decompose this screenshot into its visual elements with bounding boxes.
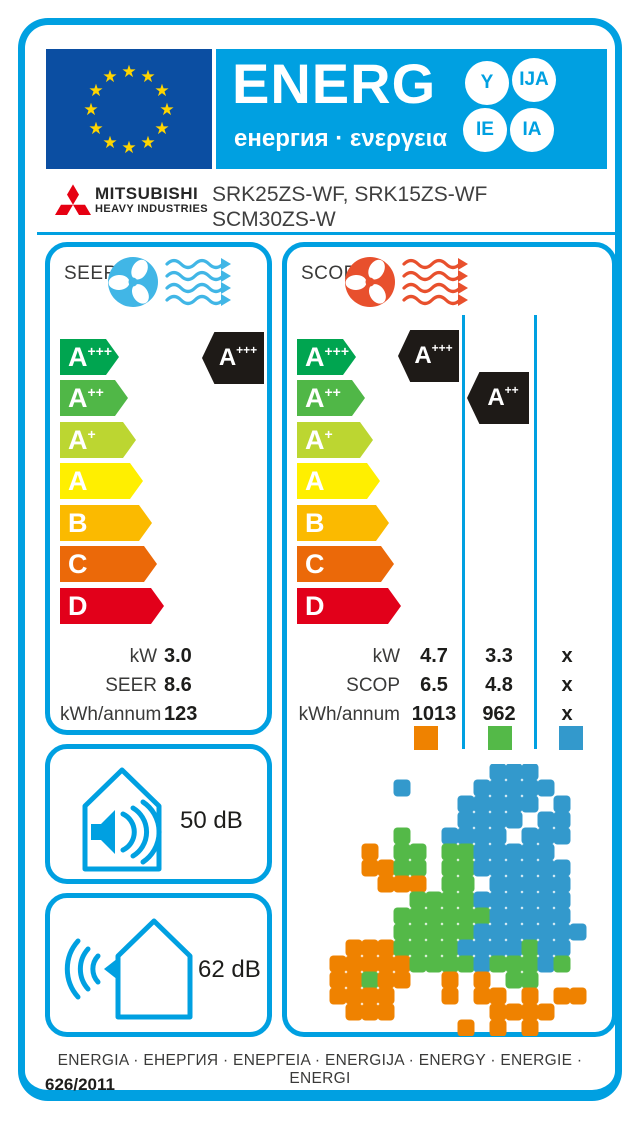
zone-color-swatch-average — [488, 726, 512, 750]
scop-kw-warmer: 4.7 — [420, 645, 448, 667]
svg-text:★: ★ — [154, 119, 169, 139]
heating-fan-icon — [345, 257, 468, 307]
svg-text:★: ★ — [121, 62, 136, 82]
zone-divider-average-colder — [534, 315, 537, 749]
seer-kw-label: kW — [129, 645, 157, 667]
svg-text:★: ★ — [140, 133, 155, 153]
language-suffix-ia: IA — [510, 108, 554, 152]
energy-class-arrow-c: C — [297, 546, 394, 582]
footer-energy-words: ENERGIA · ЕНЕРГИЯ · ΕΝΕΡΓΕΙΑ · ENERGIJA … — [57, 1052, 583, 1087]
svg-text:★: ★ — [88, 81, 103, 101]
svg-text:★: ★ — [154, 81, 169, 101]
scop-scop-label: SCOP — [346, 674, 400, 696]
scop-rating-marker-average: A++ — [467, 372, 529, 424]
scop-scop-warmer: 6.5 — [420, 674, 448, 696]
energy-label: ★ ★ ★ ★ ★ ★ ★ ★ ★ ★ ★ ★ ENERG енергия · ενεργεια… — [18, 18, 622, 1101]
energy-class-arrow-app: A++ — [297, 380, 365, 416]
energy-class-arrow-a: A — [60, 463, 143, 499]
language-suffix-ija: IJA — [512, 58, 556, 102]
energ-header: ENERG енергия · ενεργεια Y IJA IE IA — [216, 49, 607, 169]
indoor-noise-panel: 50 dB — [45, 744, 272, 884]
energy-class-arrow-d: D — [60, 588, 164, 624]
energy-class-arrow-ap: A+ — [60, 422, 136, 458]
header-divider — [37, 232, 615, 235]
svg-text:★: ★ — [102, 133, 117, 153]
svg-text:★: ★ — [102, 67, 117, 87]
energ-title: ENERG — [232, 52, 437, 115]
scop-kwh-warmer: 1013 — [411, 703, 457, 725]
outdoor-noise-value: 62 dB — [198, 956, 261, 983]
svg-text:★: ★ — [121, 138, 136, 158]
seer-values: kW 3.0 SEER 8.6 kWh/annum 123 — [60, 642, 270, 729]
zone-divider-warmer-average — [462, 315, 465, 749]
outdoor-noise-house-icon — [64, 918, 193, 1020]
energy-class-arrow-b: B — [60, 505, 152, 541]
model-line-2: SCM30ZS-W — [212, 208, 336, 231]
language-suffix-ie: IE — [463, 108, 507, 152]
seer-seer-label: SEER — [105, 674, 157, 696]
scop-panel: SCOP — [282, 242, 617, 1037]
scop-scop-average: 4.8 — [485, 674, 513, 696]
svg-text:★: ★ — [140, 67, 155, 87]
energy-class-arrow-c: C — [60, 546, 157, 582]
scop-title: SCOP — [301, 263, 357, 284]
svg-text:★: ★ — [88, 119, 103, 139]
outdoor-noise-panel: 62 dB — [45, 893, 272, 1037]
seer-title: SEER — [64, 263, 118, 284]
scop-kwh-average: 962 — [482, 703, 516, 725]
energy-class-arrow-app: A++ — [60, 380, 128, 416]
seer-panel: SEER — [45, 242, 272, 735]
europe-climate-map-icon — [329, 764, 587, 1036]
model-numbers: SRK25ZS-WF, SRK15ZS-WF SCM30ZS-W — [212, 182, 487, 232]
manufacturer-name: MITSUBISHI HEAVY INDUSTRIES — [95, 184, 208, 215]
seer-rating-marker: A+++ — [202, 332, 264, 384]
model-line-1: SRK25ZS-WF, SRK15ZS-WF — [212, 183, 488, 206]
energy-class-arrow-ap: A+ — [297, 422, 373, 458]
svg-text:★: ★ — [159, 100, 174, 120]
scop-rating-marker-warmer: A+++ — [398, 330, 459, 382]
scop-kw-label: kW — [372, 645, 400, 667]
indoor-noise-house-icon — [82, 767, 162, 872]
scop-values-table: kW 4.7 3.3 x SCOP 6.5 4.8 x kWh/annum 10… — [287, 642, 607, 729]
indoor-noise-value: 50 dB — [180, 807, 243, 834]
scop-scop-colder: x — [561, 674, 573, 696]
energ-subtitle: енергия · ενεργεια — [234, 125, 448, 152]
seer-kw-value: 3.0 — [164, 645, 192, 667]
energy-class-arrow-appp: A+++ — [60, 339, 119, 375]
seer-seer-value: 8.6 — [164, 674, 192, 696]
scop-kwh-colder: x — [561, 703, 573, 725]
energy-class-arrow-b: B — [297, 505, 389, 541]
regulation-number: 626/2011 — [45, 1075, 115, 1094]
zone-color-swatch-warmer — [414, 726, 438, 750]
scop-kw-average: 3.3 — [485, 645, 513, 667]
scop-kwh-label: kWh/annum — [298, 703, 400, 725]
seer-kwh-value: 123 — [164, 703, 198, 725]
scop-kw-colder: x — [561, 645, 573, 667]
mitsubishi-logo-icon — [55, 184, 91, 215]
language-suffix-y: Y — [465, 61, 509, 105]
energy-class-arrow-appp: A+++ — [297, 339, 356, 375]
zone-color-swatch-colder — [559, 726, 583, 750]
cooling-fan-icon — [108, 257, 231, 307]
eu-flag-icon: ★ ★★ ★★★ ★★★ ★★★ — [46, 49, 212, 169]
seer-kwh-label: kWh/annum — [60, 703, 162, 725]
svg-text:★: ★ — [83, 100, 98, 120]
energy-class-arrow-a: A — [297, 463, 380, 499]
energy-class-arrow-d: D — [297, 588, 401, 624]
